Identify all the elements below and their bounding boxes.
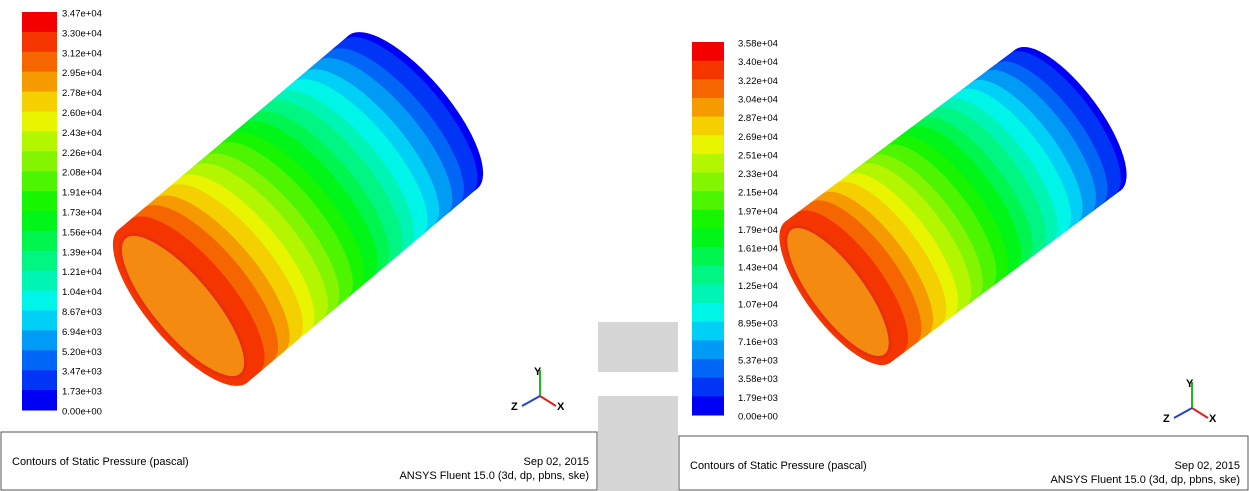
legend-label: 5.37e+03 — [738, 356, 778, 367]
colorbar-swatch — [22, 171, 57, 191]
legend-label: 3.58e+03 — [738, 374, 778, 385]
colorbar-swatch — [692, 322, 724, 341]
legend-label: 2.87e+04 — [738, 113, 778, 124]
colorbar-swatch — [692, 266, 724, 285]
legend-label: 1.39e+04 — [62, 247, 102, 258]
colorbar-swatch — [22, 311, 57, 331]
legend-label: 2.69e+04 — [738, 132, 778, 143]
legend-label: 1.04e+04 — [62, 287, 102, 298]
legend-label: 3.47e+03 — [62, 367, 102, 378]
legend-label: 6.94e+03 — [62, 327, 102, 338]
colorbar-swatch — [22, 271, 57, 291]
legend-label: 7.16e+03 — [738, 337, 778, 348]
legend-label: 3.47e+04 — [62, 9, 102, 20]
colorbar-swatch — [22, 370, 57, 390]
colorbar-swatch — [22, 12, 57, 32]
colorbar-swatch — [692, 284, 724, 303]
legend-label: 2.95e+04 — [62, 68, 102, 79]
gap-block — [598, 322, 678, 372]
screenshot: 3.47e+04 3.30e+04 3.12e+04 2.95e+04 2.78e+04… — [0, 0, 1249, 491]
colorbar-swatch — [22, 112, 57, 132]
legend-label: 1.79e+03 — [738, 393, 778, 404]
colorbar-swatch — [692, 98, 724, 117]
colorbar-swatch — [692, 154, 724, 173]
colorbar-swatch — [692, 210, 724, 229]
axis-label-z: Z — [511, 401, 518, 413]
legend-label: 3.40e+04 — [738, 57, 778, 68]
colorbar-swatch — [22, 151, 57, 171]
legend-label: 2.78e+04 — [62, 88, 102, 99]
colorbar-swatch — [22, 330, 57, 350]
colorbar-swatch — [22, 191, 57, 211]
legend-label: 1.21e+04 — [62, 267, 102, 278]
colorbar-swatch — [22, 211, 57, 231]
colorbar-swatch — [22, 131, 57, 151]
legend-label: 3.58e+04 — [738, 39, 778, 50]
footer-software: ANSYS Fluent 15.0 (3d, dp, pbns, ske) — [1050, 474, 1240, 486]
legend-label: 2.08e+04 — [62, 168, 102, 179]
colorbar-swatch — [22, 72, 57, 92]
legend-label: 3.22e+04 — [738, 76, 778, 87]
legend-label: 1.43e+04 — [738, 262, 778, 273]
colorbar-swatch — [692, 135, 724, 154]
axis-label-x: X — [1209, 413, 1217, 425]
colorbar-swatch — [22, 52, 57, 72]
legend-label: 2.15e+04 — [738, 188, 778, 199]
page: 3.47e+04 3.30e+04 3.12e+04 2.95e+04 2.78e+04… — [0, 0, 1249, 491]
footer-date: Sep 02, 2015 — [524, 456, 589, 468]
legend-label: 3.12e+04 — [62, 48, 102, 59]
legend-label: 1.97e+04 — [738, 206, 778, 217]
colorbar-swatch — [692, 340, 724, 359]
legend-label: 1.73e+04 — [62, 208, 102, 219]
legend-label: 1.25e+04 — [738, 281, 778, 292]
legend-label: 1.79e+04 — [738, 225, 778, 236]
footer-date: Sep 02, 2015 — [1175, 460, 1240, 472]
legend-label: 2.51e+04 — [738, 150, 778, 161]
legend-label: 8.67e+03 — [62, 307, 102, 318]
legend-label: 1.91e+04 — [62, 188, 102, 199]
legend-label: 1.56e+04 — [62, 227, 102, 238]
axis-label-z: Z — [1163, 413, 1170, 425]
gap-block — [598, 396, 678, 491]
colorbar-swatch — [22, 32, 57, 52]
colorbar-swatch — [22, 390, 57, 410]
colorbar-swatch — [22, 291, 57, 311]
colorbar-swatch — [692, 117, 724, 136]
colorbar-swatch — [22, 350, 57, 370]
axis-label-y: Y — [1186, 378, 1194, 390]
colorbar-swatch — [692, 303, 724, 322]
axis-label-y: Y — [534, 366, 542, 378]
legend-label: 2.43e+04 — [62, 128, 102, 139]
legend-label: 1.07e+04 — [738, 300, 778, 311]
legend-label: 3.04e+04 — [738, 94, 778, 105]
legend-label: 1.61e+04 — [738, 244, 778, 255]
colorbar-swatch — [692, 359, 724, 378]
colorbar-swatch — [22, 251, 57, 271]
colorbar-swatch — [692, 79, 724, 98]
footer-title: Contours of Static Pressure (pascal) — [690, 460, 867, 472]
legend-label: 2.60e+04 — [62, 108, 102, 119]
footer-software: ANSYS Fluent 15.0 (3d, dp, pbns, ske) — [399, 470, 589, 482]
footer-title: Contours of Static Pressure (pascal) — [12, 456, 189, 468]
legend-label: 3.30e+04 — [62, 28, 102, 39]
legend-label: 2.26e+04 — [62, 148, 102, 159]
colorbar-swatch — [692, 378, 724, 397]
legend-label: 5.20e+03 — [62, 347, 102, 358]
legend-label: 0.00e+00 — [62, 407, 102, 418]
colorbar-swatch — [692, 173, 724, 192]
axis-label-x: X — [557, 401, 565, 413]
colorbar-swatch — [692, 396, 724, 415]
colorbar-swatch — [692, 247, 724, 266]
colorbar-swatch — [692, 61, 724, 80]
legend-label: 8.95e+03 — [738, 318, 778, 329]
colorbar-swatch — [692, 191, 724, 210]
colorbar-swatch — [22, 92, 57, 112]
legend-label: 2.33e+04 — [738, 169, 778, 180]
colorbar-swatch — [692, 42, 724, 61]
colorbar-swatch — [22, 231, 57, 251]
legend-label: 1.73e+03 — [62, 387, 102, 398]
legend-label: 0.00e+00 — [738, 412, 778, 423]
colorbar-swatch — [692, 229, 724, 248]
